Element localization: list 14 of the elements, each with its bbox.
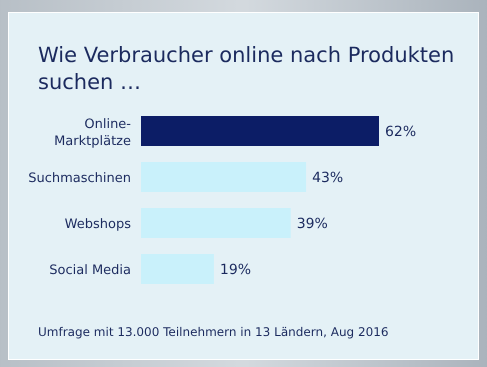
bar (141, 254, 214, 284)
text: Umfrage mit 13.000 Teilnehmern in 13 Ländern, Aug 2016 (38, 325, 389, 339)
y-tick-label: Webshops (64, 217, 132, 232)
data-label: 19% (220, 262, 252, 278)
bar (141, 162, 306, 192)
data-label: 39% (296, 216, 328, 232)
data-label: 62% (385, 124, 416, 140)
y-tick-label: Suchmaschinen (28, 171, 131, 186)
data-label: 43% (312, 170, 344, 186)
bar (141, 116, 379, 146)
y-tick-label: Social Media (49, 263, 131, 278)
bar (141, 208, 291, 238)
y-tick-label: Online-Marktplätze (54, 117, 132, 149)
chart-title: Wie Verbraucher online nach Produkten suchen … (38, 42, 456, 96)
